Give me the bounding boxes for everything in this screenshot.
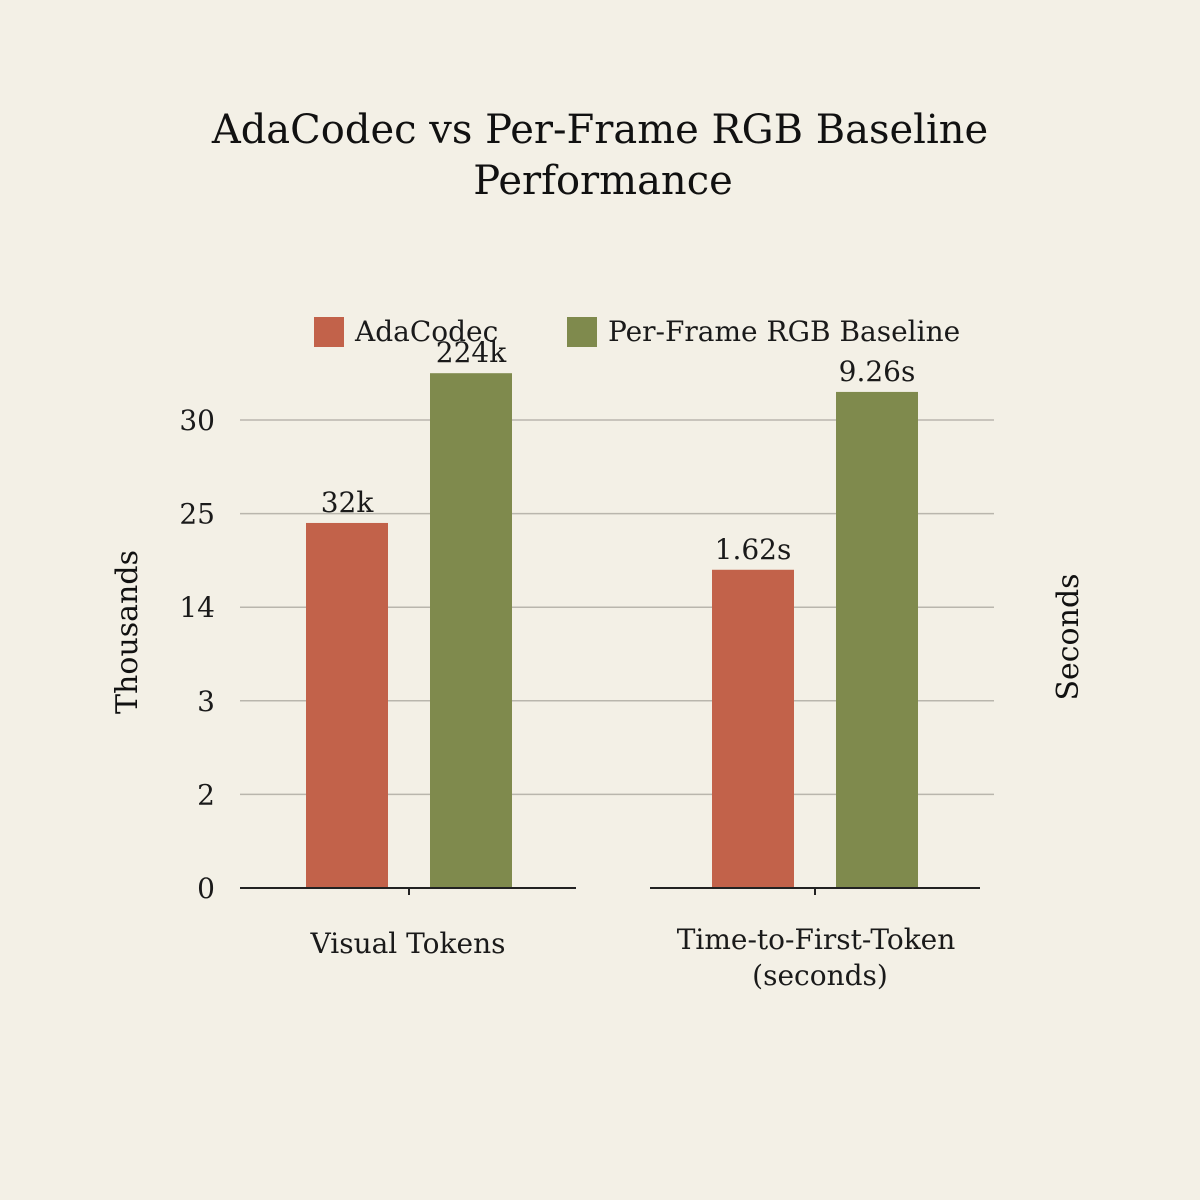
bar — [306, 522, 388, 888]
legend: AdaCodec Per-Frame RGB Baseline — [314, 315, 960, 348]
x-axis — [240, 887, 980, 895]
legend-label-adacodec: AdaCodec — [354, 315, 498, 348]
y-tick-label: 14 — [179, 591, 215, 624]
bars — [306, 373, 918, 888]
bar — [430, 373, 512, 888]
category-labels: Visual Tokens Time-to-First-Token (secon… — [310, 923, 956, 992]
legend-label-baseline: Per-Frame RGB Baseline — [608, 315, 960, 348]
legend-swatch-baseline — [567, 317, 597, 347]
chart-title-line-1: AdaCodec vs Per-Frame RGB Baseline — [211, 107, 988, 153]
bar — [836, 391, 918, 888]
bar — [712, 569, 794, 888]
y-tick-label: 3 — [197, 685, 215, 718]
category-label-ttft-line-2: (seconds) — [752, 959, 888, 992]
y-tick-label: 25 — [179, 498, 215, 531]
y-tick-label: 0 — [197, 872, 215, 905]
data-labels: 32k 1.62s 224k 9.26s — [321, 336, 916, 566]
chart-title: AdaCodec vs Per-Frame RGB Baseline Perfo… — [211, 107, 988, 204]
y-axis-title-left: Thousands — [110, 550, 145, 714]
category-label-ttft-line-1: Time-to-First-Token — [677, 923, 956, 956]
chart-title-line-2: Performance — [473, 158, 733, 204]
bar-value-label: 224k — [436, 336, 507, 369]
bar-value-label: 32k — [321, 486, 375, 519]
y-axis-ticks: 0 2 3 14 25 30 — [179, 404, 215, 905]
legend-swatch-adacodec — [314, 317, 344, 347]
category-label-visual-tokens: Visual Tokens — [310, 927, 506, 960]
y-axis-title-right: Seconds — [1051, 573, 1086, 700]
y-tick-label: 30 — [179, 404, 215, 437]
bar-value-label: 9.26s — [839, 355, 916, 388]
y-tick-label: 2 — [197, 778, 215, 811]
bar-value-label: 1.62s — [715, 533, 792, 566]
